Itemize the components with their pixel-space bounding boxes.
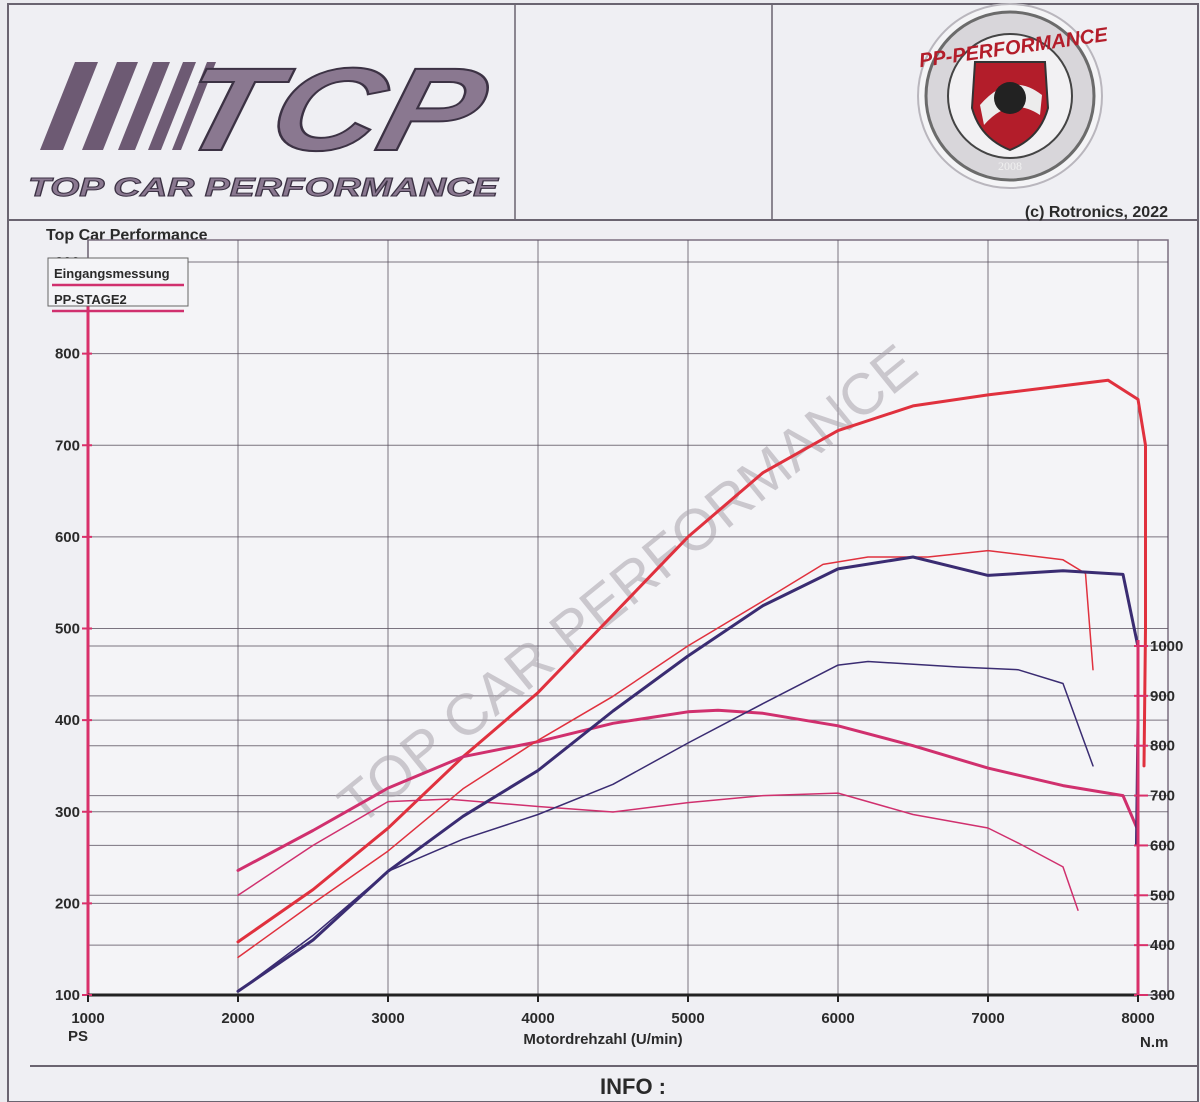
grid-lines xyxy=(87,240,1168,996)
x-tick-label: 8000 xyxy=(1121,1010,1154,1027)
right-tick-label: 300 xyxy=(1150,987,1175,1004)
x-tick-label: 3000 xyxy=(371,1010,404,1027)
series-line-4 xyxy=(236,555,1140,993)
info-label: INFO : xyxy=(600,1074,666,1099)
left-tick-label: 800 xyxy=(55,346,80,363)
tcp-logo-stripes xyxy=(40,62,216,150)
right-tick-label: 400 xyxy=(1150,937,1175,954)
x-tick-label: 7000 xyxy=(971,1010,1004,1027)
right-tick-label: 900 xyxy=(1150,688,1175,705)
pp-performance-badge: PP-PERFORMANCE 2008 xyxy=(917,3,1110,189)
x-tick-label: 6000 xyxy=(821,1010,854,1027)
legend-box xyxy=(47,257,189,307)
left-tick-label: 100 xyxy=(55,987,80,1004)
x-tick-label: 5000 xyxy=(671,1010,704,1027)
left-tick-label: 600 xyxy=(55,529,80,546)
copyright-text: (c) Rotronics, 2022 xyxy=(1025,204,1168,221)
x-axis-label: Motordrehzahl (U/min) xyxy=(523,1031,682,1048)
left-tick-label: 400 xyxy=(55,712,80,729)
tcp-logo: TCP TOP CAR PERFORMANCE xyxy=(28,44,502,203)
series-line-0 xyxy=(236,378,1147,944)
badge-year: 2008 xyxy=(998,159,1022,173)
tcp-logo-tagline: TOP CAR PERFORMANCE xyxy=(28,172,499,202)
right-tick-label: 1000 xyxy=(1150,638,1183,655)
x-tick-label: 2000 xyxy=(221,1010,254,1027)
series-line-5 xyxy=(237,660,1094,993)
eagle-icon xyxy=(994,82,1026,114)
series-line-1 xyxy=(236,708,1140,957)
series-line-3 xyxy=(237,792,1079,911)
axes xyxy=(86,258,1140,997)
series-line-2 xyxy=(237,549,1094,959)
right-tick-label: 500 xyxy=(1150,887,1175,904)
x-tick-label: 4000 xyxy=(521,1010,554,1027)
left-tick-label: 700 xyxy=(55,437,80,454)
legend: Eingangsmessung PP-STAGE2 xyxy=(47,257,189,313)
right-axis-unit: N.m xyxy=(1140,1034,1168,1051)
legend-label-eingangsmessung: Eingangsmessung xyxy=(54,266,170,281)
right-tick-label: 800 xyxy=(1150,738,1175,755)
left-tick-label: 300 xyxy=(55,804,80,821)
left-axis-unit: PS xyxy=(68,1028,88,1045)
right-axis-ticks: 300 400 500 600 700 800 900 1000 xyxy=(1134,638,1183,1004)
x-tick-label: 1000 xyxy=(71,1010,104,1027)
legend-label-pp-stage2: PP-STAGE2 xyxy=(54,292,127,307)
left-tick-label: 200 xyxy=(55,895,80,912)
series-layer xyxy=(236,378,1147,993)
right-tick-label: 700 xyxy=(1150,788,1175,805)
tcp-logo-text: TCP xyxy=(166,45,500,176)
right-tick-label: 600 xyxy=(1150,837,1175,854)
x-axis-ticks: 1000 2000 3000 4000 5000 6000 7000 8000 xyxy=(71,995,1155,1027)
left-tick-label: 500 xyxy=(55,621,80,638)
